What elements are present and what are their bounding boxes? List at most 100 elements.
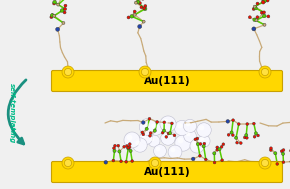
Circle shape <box>253 122 255 125</box>
Circle shape <box>262 14 266 18</box>
Circle shape <box>237 123 240 125</box>
Circle shape <box>191 157 195 161</box>
Circle shape <box>253 5 256 8</box>
Circle shape <box>199 154 201 157</box>
Circle shape <box>127 146 130 149</box>
Circle shape <box>149 157 161 169</box>
Circle shape <box>62 22 65 25</box>
Circle shape <box>139 131 153 145</box>
Circle shape <box>128 143 131 146</box>
Circle shape <box>186 122 190 126</box>
Circle shape <box>280 150 283 153</box>
Text: self-templating: self-templating <box>9 83 15 143</box>
Circle shape <box>282 149 285 151</box>
Circle shape <box>51 14 54 17</box>
Circle shape <box>50 15 53 19</box>
Circle shape <box>177 123 182 128</box>
Circle shape <box>236 141 238 144</box>
Circle shape <box>124 132 140 148</box>
Circle shape <box>261 68 269 76</box>
Circle shape <box>134 1 137 4</box>
Circle shape <box>154 145 166 157</box>
Circle shape <box>127 16 130 19</box>
Circle shape <box>142 20 145 23</box>
Circle shape <box>261 0 265 4</box>
Circle shape <box>261 159 269 167</box>
Circle shape <box>123 145 126 148</box>
Circle shape <box>246 123 249 125</box>
Circle shape <box>139 66 151 78</box>
Circle shape <box>64 8 67 11</box>
Circle shape <box>231 134 234 136</box>
Circle shape <box>64 68 72 76</box>
Circle shape <box>213 161 216 164</box>
Circle shape <box>227 133 230 136</box>
Circle shape <box>218 148 221 151</box>
Circle shape <box>259 157 271 169</box>
Circle shape <box>156 121 159 123</box>
Circle shape <box>186 132 190 136</box>
Circle shape <box>252 8 255 11</box>
Circle shape <box>62 66 74 78</box>
Circle shape <box>127 135 133 140</box>
Circle shape <box>138 2 141 5</box>
Circle shape <box>253 18 256 22</box>
Circle shape <box>232 119 235 122</box>
Circle shape <box>216 148 219 151</box>
Circle shape <box>289 149 290 152</box>
Circle shape <box>235 136 238 139</box>
Circle shape <box>260 11 263 14</box>
Circle shape <box>140 6 143 9</box>
Circle shape <box>222 143 225 146</box>
Circle shape <box>126 145 128 147</box>
Circle shape <box>161 131 164 134</box>
Circle shape <box>118 150 121 153</box>
Circle shape <box>141 131 144 134</box>
Circle shape <box>60 9 64 12</box>
Circle shape <box>267 161 271 165</box>
Circle shape <box>133 10 136 13</box>
Circle shape <box>255 19 258 22</box>
Circle shape <box>149 132 152 134</box>
Circle shape <box>145 127 148 130</box>
Circle shape <box>131 160 134 163</box>
Circle shape <box>151 159 159 167</box>
Circle shape <box>263 23 266 26</box>
Circle shape <box>125 160 128 163</box>
Circle shape <box>148 117 151 120</box>
Circle shape <box>104 160 108 164</box>
Circle shape <box>253 135 256 138</box>
Text: Au(111): Au(111) <box>144 167 190 177</box>
Circle shape <box>142 68 148 76</box>
Circle shape <box>190 139 204 153</box>
Circle shape <box>270 147 272 150</box>
Circle shape <box>151 123 156 128</box>
Circle shape <box>142 134 146 138</box>
Circle shape <box>252 27 256 31</box>
Circle shape <box>199 125 204 130</box>
Circle shape <box>245 134 248 137</box>
Circle shape <box>168 132 172 135</box>
Circle shape <box>254 132 258 135</box>
Circle shape <box>269 149 272 151</box>
Circle shape <box>262 11 266 14</box>
FancyBboxPatch shape <box>52 70 282 91</box>
Circle shape <box>62 157 74 169</box>
Circle shape <box>130 15 133 18</box>
Circle shape <box>50 14 54 17</box>
Circle shape <box>282 161 285 164</box>
Circle shape <box>127 147 130 150</box>
Circle shape <box>256 2 259 5</box>
Circle shape <box>199 143 202 145</box>
Circle shape <box>173 134 176 137</box>
Circle shape <box>248 16 251 19</box>
Circle shape <box>221 159 224 162</box>
Circle shape <box>202 145 205 148</box>
Circle shape <box>198 135 210 147</box>
Circle shape <box>266 0 269 2</box>
Circle shape <box>63 11 66 14</box>
Circle shape <box>200 137 204 141</box>
Circle shape <box>203 142 206 145</box>
Circle shape <box>156 147 160 151</box>
Circle shape <box>263 0 266 3</box>
